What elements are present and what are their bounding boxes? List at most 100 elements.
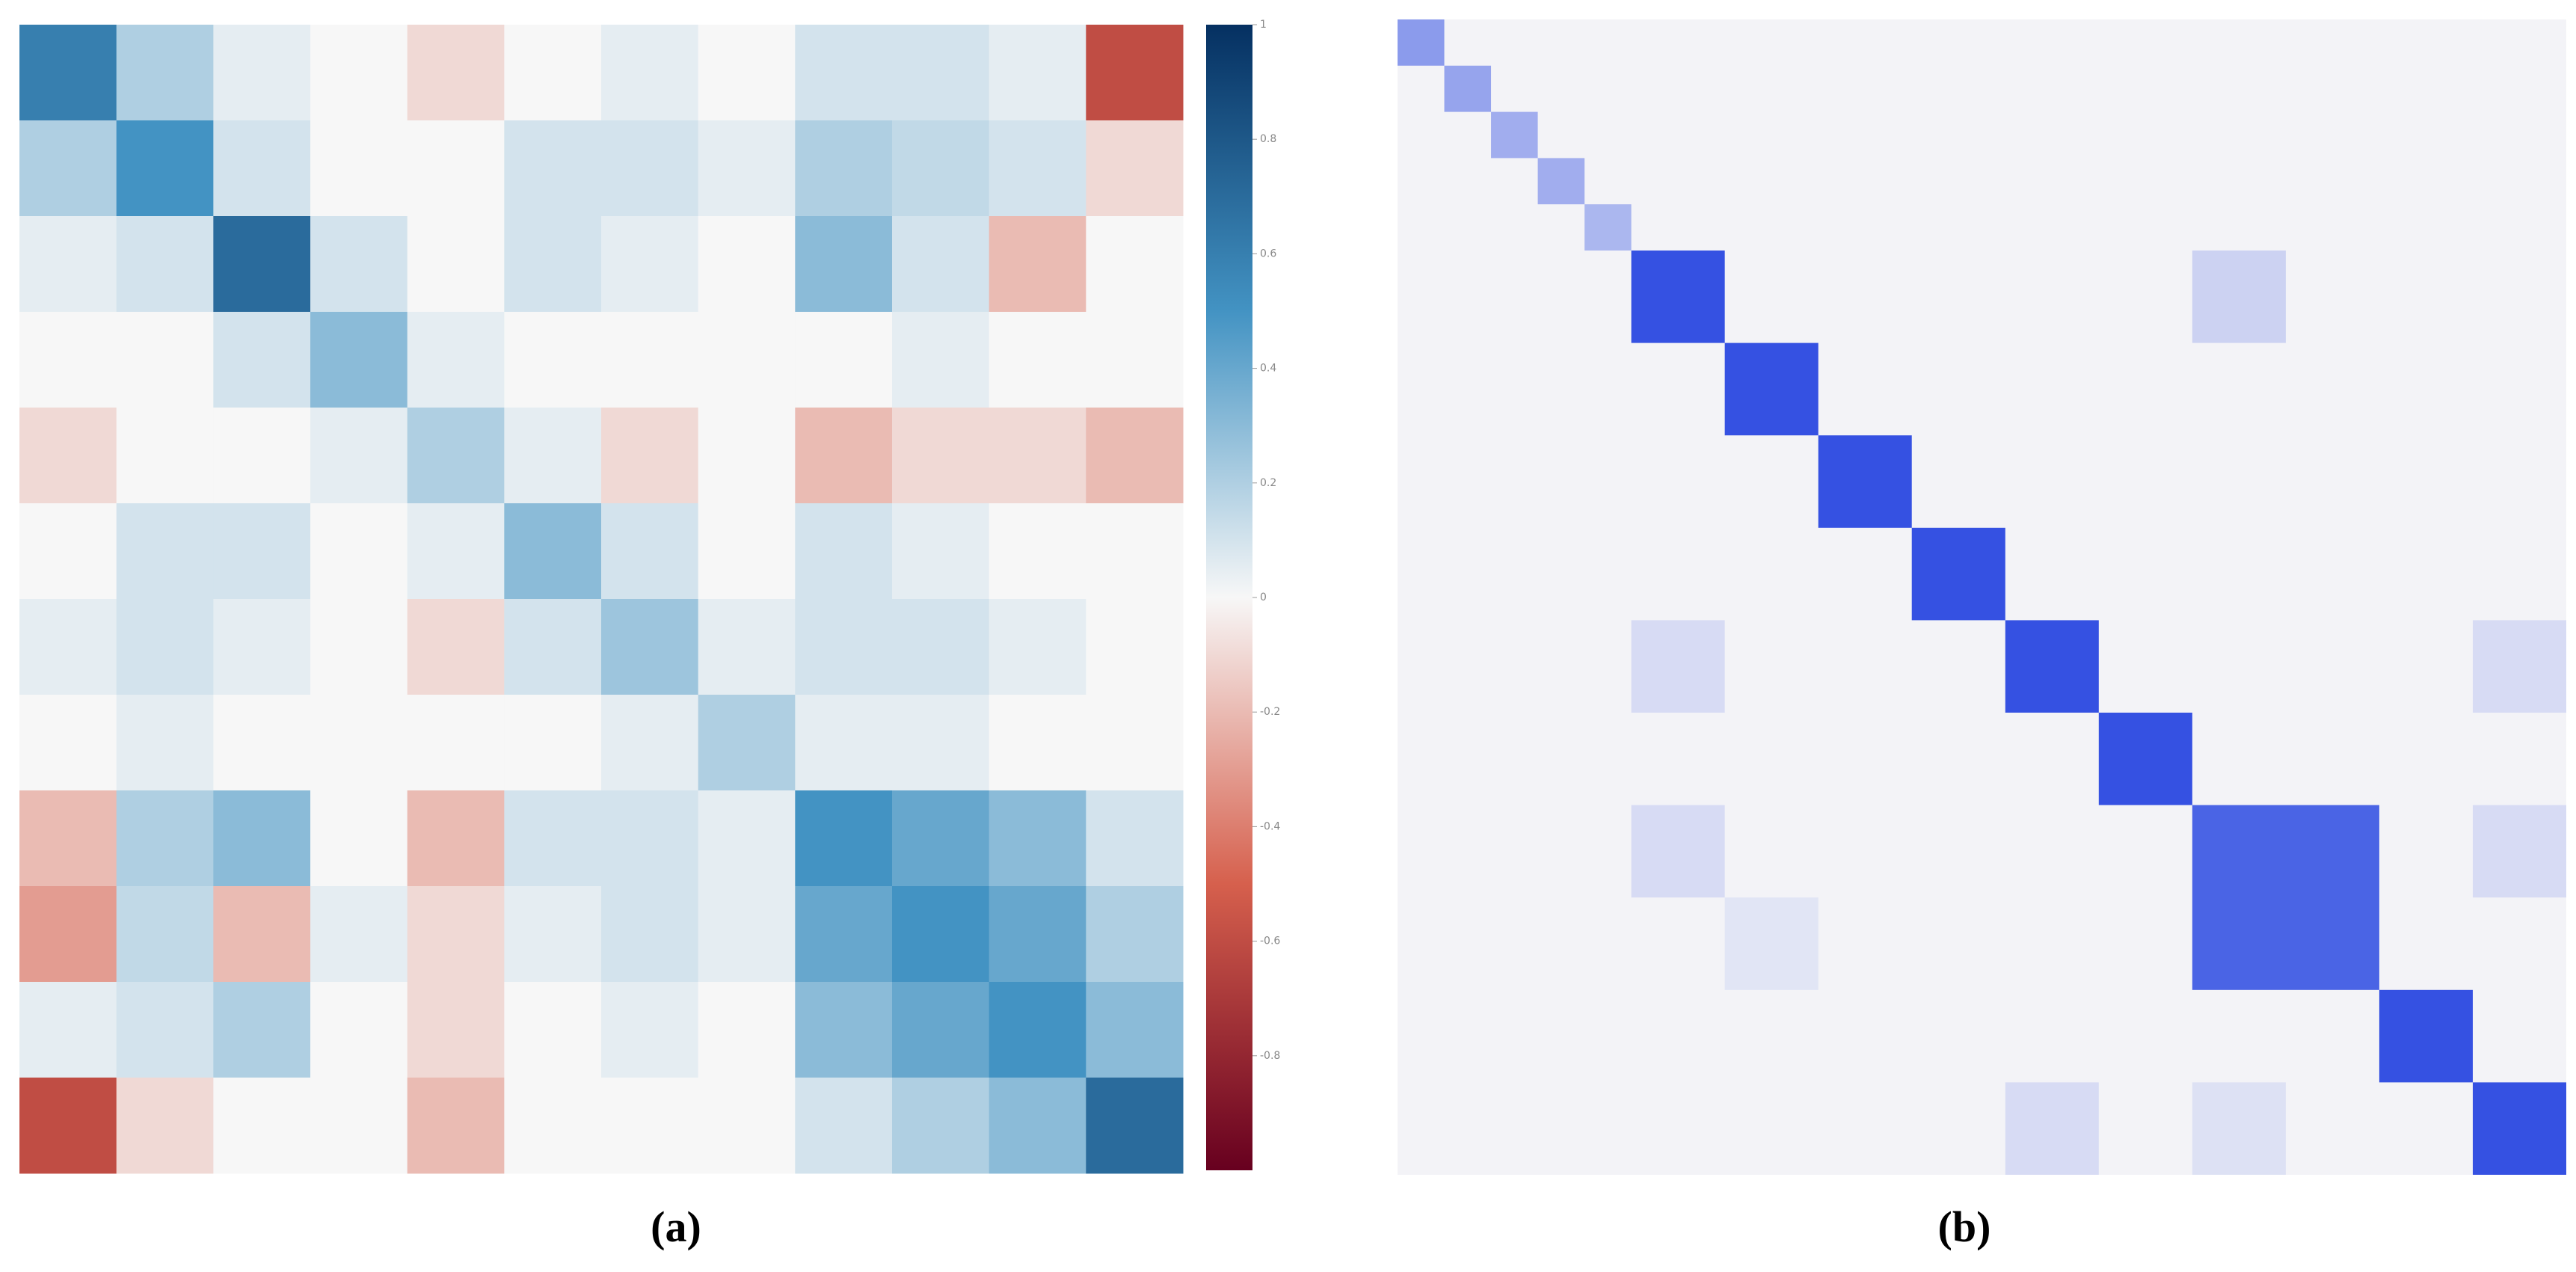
heatmap-cell [407,695,505,791]
heatmap-cell [698,216,796,313]
heatmap-block [2379,989,2473,1083]
heatmap-cell [504,599,602,695]
heatmap-cell [116,503,214,600]
heatmap-cell [504,982,602,1078]
colorbar-tick-label: 0.4 [1260,363,1276,375]
heatmap-cell [601,790,699,887]
heatmap-cell [601,312,699,408]
heatmap-cell [213,982,311,1078]
heatmap-cell [601,1078,699,1174]
heatmap-cell [601,216,699,313]
heatmap-cell [116,120,214,217]
heatmap-cell [407,312,505,408]
heatmap-cell [19,25,117,121]
heatmap-cell [698,886,796,983]
heatmap-cell [698,25,796,121]
heatmap-cell [213,503,311,600]
heatmap-cell [601,982,699,1078]
heatmap-cell [989,790,1086,887]
heatmap-cell [1086,695,1184,791]
colorbar-tick-label: -0.6 [1260,935,1280,947]
heatmap-block [2192,251,2286,343]
heatmap-cell [1086,25,1184,121]
heatmap-block [2098,713,2192,805]
heatmap-block [1398,19,1445,66]
heatmap-cell [116,599,214,695]
heatmap-cell [19,695,117,791]
heatmap-cell [795,695,893,791]
heatmap-cell [213,599,311,695]
heatmap-cell [989,120,1086,217]
heatmap-cell [504,312,602,408]
heatmap-block [1818,435,1912,528]
heatmap-cell [310,1078,408,1174]
heatmap-block [2005,620,2099,713]
heatmap-cell [504,695,602,791]
caption: (b) [1938,1202,1991,1251]
heatmap-cell [795,25,893,121]
heatmap-cell [989,599,1086,695]
heatmap-block [2192,1082,2286,1175]
heatmap-cell [407,25,505,121]
heatmap-cell [698,120,796,217]
heatmap-cell [601,503,699,600]
colorbar-tick-label: 0.8 [1260,133,1276,145]
heatmap-cell [892,216,990,313]
heatmap-cell [310,216,408,313]
heatmap-cell [504,216,602,313]
heatmap-cell [1086,503,1184,600]
heatmap-cell [1086,408,1184,504]
heatmap-cell [989,503,1086,600]
heatmap-cell [213,120,311,217]
heatmap-cell [19,312,117,408]
heatmap-cell [795,312,893,408]
heatmap-cell [407,216,505,313]
heatmap-cell [19,790,117,887]
heatmap-cell [504,790,602,887]
heatmap-cell [310,312,408,408]
heatmap-cell [116,1078,214,1174]
heatmap-cell [407,886,505,983]
heatmap-cell [989,312,1086,408]
heatmap-cell [795,1078,893,1174]
heatmap-cell [213,886,311,983]
heatmap-block [1724,897,1819,990]
heatmap-cell [310,695,408,791]
heatmap-cell [504,503,602,600]
heatmap-cell [116,25,214,121]
heatmap-cell [795,790,893,887]
heatmap-cell [989,408,1086,504]
heatmap-cell [698,695,796,791]
heatmap-cell [407,120,505,217]
heatmap-cell [19,120,117,217]
heatmap-cell [116,216,214,313]
heatmap-cell [795,216,893,313]
heatmap-block [1537,158,1585,205]
heatmap-cell [795,503,893,600]
colorbar-tick-label: 0.2 [1260,477,1276,489]
heatmap-cell [213,695,311,791]
heatmap-cell [504,408,602,504]
heatmap-cell [116,312,214,408]
heatmap-cell [601,25,699,121]
colorbar-tick-label: -0.8 [1260,1050,1280,1062]
heatmap-block [1631,805,1725,898]
heatmap-block [2472,805,2566,898]
heatmap-cell [19,886,117,983]
heatmap-cell [310,503,408,600]
heatmap-cell [116,982,214,1078]
heatmap-block [2472,1082,2566,1175]
heatmap-cell [892,695,990,791]
heatmap-cell [698,1078,796,1174]
heatmap-cell [213,312,311,408]
heatmap-cell [407,503,505,600]
heatmap-cell [407,1078,505,1174]
colorbar [1206,25,1252,1170]
heatmap-cell [116,886,214,983]
heatmap-cell [1086,886,1184,983]
heatmap-cell [795,120,893,217]
heatmap-cell [213,408,311,504]
heatmap-cell [310,599,408,695]
heatmap-cell [213,790,311,887]
